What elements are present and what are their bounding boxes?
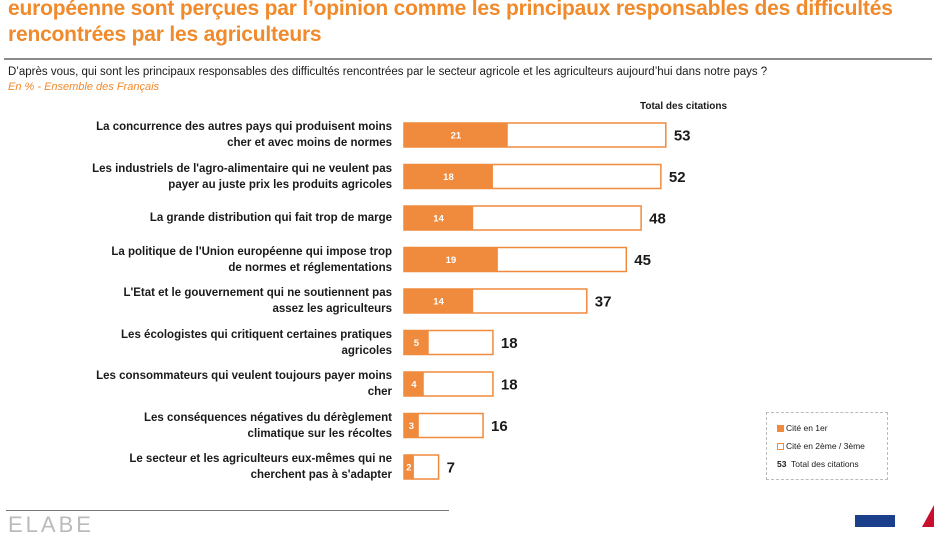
total-label: 18 [501,335,518,352]
total-label: 53 [674,128,691,145]
bar-first [404,372,424,396]
bar-first-label: 21 [451,131,462,142]
total-label: 52 [669,169,686,186]
bar-first-label: 18 [443,172,454,183]
legend-label: Cité en 2ème / 3ème [786,441,865,451]
total-label: 45 [634,252,651,269]
total-label: 7 [447,460,455,477]
category-label: La grande distribution qui fait trop de … [149,212,392,224]
question-text: D’après vous, qui sont les principaux re… [8,66,768,78]
legend-label: Total des citations [791,459,859,469]
category-label: Le secteur et les agriculteurs eux-mêmes… [129,453,392,481]
legend-swatch-filled [777,425,784,432]
bar-first-label: 4 [411,380,417,391]
bar-first [404,413,419,438]
bar-first [404,164,493,189]
bar-first-label: 19 [446,255,457,266]
subtitle: En % - Ensemble des Français [8,81,160,93]
page-title: européenne sont perçues par l’opinion co… [8,0,893,46]
legend-item-second: Cité en 2ème / 3ème [777,441,865,451]
legend-label: Cité en 1er [786,423,828,433]
bar-first-label: 5 [414,338,420,349]
bar-first-label: 3 [409,421,414,432]
total-header: Total des citations [640,101,728,112]
legend-swatch-outline [777,443,784,450]
legend: Cité en 1er Cité en 2ème / 3ème 53 Total… [766,412,888,480]
bar-first [404,247,498,272]
category-label: Les consommateurs qui veulent toujours p… [96,370,392,398]
category-label: Les conséquences négatives du dérèglemen… [144,411,392,440]
category-label: La concurrence des autres pays qui produ… [96,121,392,149]
bar-first [404,289,474,313]
bar-chart: 21 53 18 52 14 48 19 45 14 37 5 18 4 18 3 16 2 7 [403,122,691,480]
legend-total-sample: 53 [777,459,787,469]
category-label: La politique de l'Union européenne qui i… [111,245,392,274]
category-label: Les écologistes qui critiquent certaines… [121,328,392,357]
bar-first-label: 14 [433,297,444,308]
legend-item-first: Cité en 1er [777,423,828,433]
bar-first-label: 2 [406,463,411,474]
bfm-logo [855,515,895,527]
bar-first [404,123,508,147]
category-label: Les industriels de l'agro-alimentaire qu… [92,162,392,191]
total-label: 18 [501,377,518,394]
footer-divider [6,510,449,511]
bar-first [404,330,429,355]
total-label: 48 [649,211,666,228]
total-label: 37 [595,294,612,311]
legend-item-total: 53 Total des citations [777,459,859,469]
bar-first [404,206,474,230]
total-label: 16 [491,418,508,435]
bar-first [404,455,414,479]
red-corner-logo [922,505,934,527]
divider [4,58,932,60]
bar-first-label: 14 [433,214,444,225]
elabe-logo: ELABE [8,512,94,537]
category-label: L'Etat et le gouvernement qui ne soutien… [123,287,392,315]
